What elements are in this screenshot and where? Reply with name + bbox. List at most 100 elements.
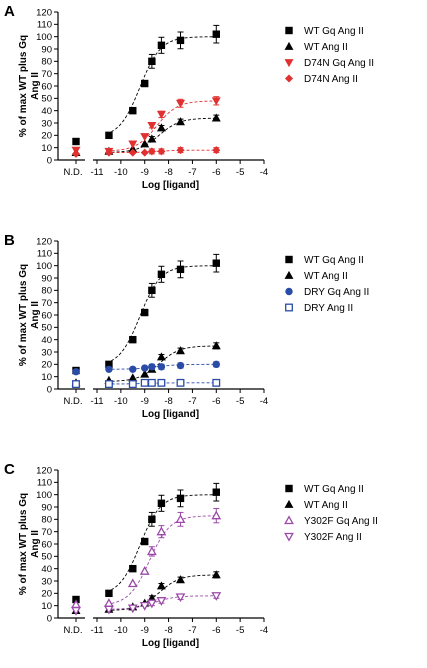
data-point (129, 335, 137, 344)
y-axis-title-line1: % of max WT plus Gq (18, 264, 29, 366)
data-point (105, 131, 113, 140)
data-point (212, 259, 220, 267)
data-point (157, 270, 166, 278)
data-point (211, 97, 221, 106)
data-point (156, 526, 167, 536)
x-tick-label: -10 (114, 167, 128, 178)
panel-c-letter: C (4, 461, 15, 478)
y-tick-label: 100 (36, 490, 52, 501)
x-tick-label: -7 (188, 396, 196, 407)
y-tick-label: 10 (41, 143, 52, 154)
legend-marker (285, 484, 293, 493)
series-dry-gq-ang-ii (72, 360, 220, 376)
x-tick-label: -7 (188, 625, 196, 636)
data-point (148, 57, 156, 66)
y-tick-label: 20 (41, 131, 52, 142)
y-tick-label: 90 (41, 273, 52, 284)
series-dry-ang-ii (72, 378, 221, 389)
x-tick-label: -11 (90, 167, 103, 178)
data-point (129, 106, 137, 115)
data-point (156, 597, 167, 606)
data-point (128, 373, 138, 382)
legend-label: WT Ang II (304, 42, 348, 53)
x-tick-label: -4 (260, 167, 268, 178)
legend-marker (284, 532, 294, 542)
data-point (128, 380, 137, 389)
x-tick-label-nd: N.D. (64, 625, 83, 636)
data-point (176, 378, 185, 387)
series-y302f-gq-ang-ii (71, 507, 222, 609)
y-tick-label: 80 (41, 286, 52, 297)
data-point (147, 134, 157, 143)
y-tick-label: 120 (36, 465, 52, 476)
x-tick-label: -6 (212, 396, 220, 407)
x-tick-label: -11 (90, 625, 103, 636)
data-point (176, 146, 185, 155)
data-point (141, 364, 149, 372)
legend-label: WT Ang II (304, 500, 348, 511)
x-tick-label: -5 (236, 167, 244, 178)
x-tick-label: -6 (212, 167, 220, 178)
x-tick-label: -10 (114, 625, 128, 636)
x-tick-label: -9 (140, 625, 148, 636)
y-axis-title: % of max WT plus GqAng II (18, 35, 41, 137)
legend-item-wt-gq-ang-ii: WT Gq Ang II (285, 484, 364, 495)
legend-item-d74n-gq-ang-ii: D74N Gq Ang II (284, 58, 374, 69)
data-point (176, 117, 185, 126)
data-point (211, 592, 222, 601)
data-point (211, 341, 221, 350)
y-tick-label: 70 (41, 527, 52, 538)
data-point (105, 589, 113, 598)
nd-point (72, 368, 80, 376)
data-point (140, 369, 150, 378)
panel-a-letter: A (4, 3, 15, 20)
nd-point (71, 149, 81, 158)
y-tick-label: 100 (36, 32, 52, 43)
x-axis-title: Log [ligand] (142, 409, 199, 420)
y-tick-label: 40 (41, 564, 52, 575)
data-point (175, 514, 186, 524)
fit-curve (106, 117, 217, 153)
y-tick-label: 20 (41, 360, 52, 371)
legend-label: DRY Ang II (304, 303, 353, 314)
x-tick-label: -6 (212, 625, 220, 636)
y-tick-label: 20 (41, 589, 52, 600)
data-point (141, 537, 149, 546)
x-tick-label-nd: N.D. (64, 396, 83, 407)
x-tick-label: -7 (188, 167, 196, 178)
data-point (157, 147, 166, 156)
y-tick-label: 0 (47, 613, 52, 624)
y-tick-label: 50 (41, 552, 52, 563)
x-tick-label: -8 (164, 396, 172, 407)
y-tick-label: 50 (41, 94, 52, 105)
data-point (141, 308, 149, 317)
y-axis-title: % of max WT plus GqAng II (18, 493, 41, 595)
data-point (129, 365, 137, 373)
data-point (211, 570, 221, 579)
x-axis-title: Log [ligand] (142, 638, 199, 649)
data-point (127, 578, 138, 588)
data-point (104, 380, 113, 389)
data-point (127, 604, 138, 614)
data-point (147, 378, 156, 387)
y-tick-label: 110 (37, 249, 52, 260)
series-wt-gq-ang-ii (72, 253, 220, 375)
data-point (211, 510, 222, 520)
y-axis-title-line1: % of max WT plus Gq (18, 493, 29, 595)
x-tick-label: -5 (236, 625, 244, 636)
y-tick-label: 70 (41, 69, 52, 80)
data-point (212, 360, 220, 369)
x-tick-label: -10 (114, 396, 128, 407)
fit-curve (106, 345, 217, 382)
y-tick-label: 30 (41, 347, 52, 358)
series-y302f-ang-ii (71, 592, 222, 616)
x-tick-label: -9 (140, 396, 148, 407)
legend-label: Y302F Ang II (304, 532, 362, 543)
data-point (212, 30, 220, 38)
